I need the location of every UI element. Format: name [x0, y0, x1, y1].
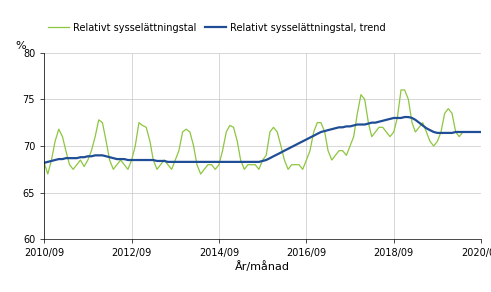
X-axis label: År/månad: År/månad — [235, 261, 290, 272]
Line: Relativt sysselättningstal, trend: Relativt sysselättningstal, trend — [44, 117, 481, 163]
Text: %: % — [16, 41, 27, 51]
Legend: Relativt sysselättningstal, Relativt sysselättningstal, trend: Relativt sysselättningstal, Relativt sys… — [44, 19, 389, 37]
Line: Relativt sysselättningstal: Relativt sysselättningstal — [44, 90, 481, 174]
